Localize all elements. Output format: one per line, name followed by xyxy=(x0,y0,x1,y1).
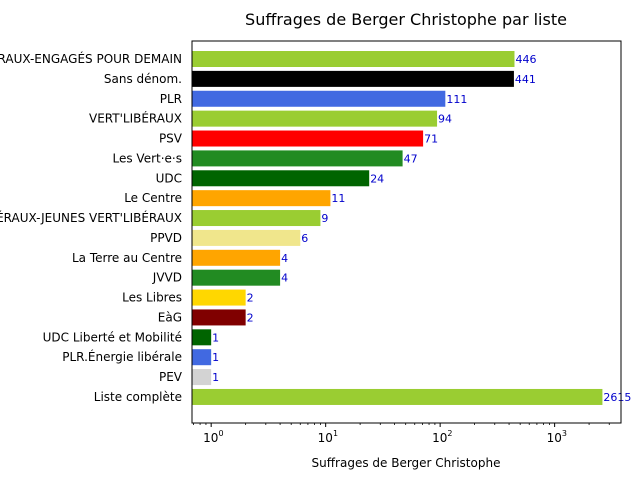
bar xyxy=(192,229,301,246)
category-labels: JEUNES-VERT'LIBÉRAUX-ENGAGÉS POUR DEMAIN… xyxy=(0,51,183,404)
value-label: 446 xyxy=(515,53,536,66)
x-axis-label: Suffrages de Berger Christophe xyxy=(312,456,501,470)
category-label: PLR.Énergie libérale xyxy=(62,349,182,364)
category-label: PEV xyxy=(159,370,183,384)
value-label: 24 xyxy=(370,172,384,185)
value-label: 71 xyxy=(424,133,438,146)
chart-title: Suffrages de Berger Christophe par liste xyxy=(245,10,567,29)
category-label: VERT'LIBÉRAUX xyxy=(89,111,182,126)
bar xyxy=(192,210,321,227)
category-label: La Terre au Centre xyxy=(72,251,182,265)
value-label: 6 xyxy=(301,232,308,245)
bar xyxy=(192,130,424,147)
value-label: 4 xyxy=(281,272,288,285)
category-label: Liste complète xyxy=(94,390,182,404)
category-label: PPVD xyxy=(150,231,182,245)
bar xyxy=(192,269,281,286)
bar xyxy=(192,170,370,187)
plot-frame xyxy=(191,40,622,424)
bar xyxy=(192,289,246,306)
value-label: 1 xyxy=(212,351,219,364)
bar xyxy=(192,90,446,107)
bar xyxy=(192,70,514,87)
category-label: UDC xyxy=(156,171,182,185)
value-label: 441 xyxy=(515,73,536,86)
x-tick-label: 103 xyxy=(547,429,567,445)
category-label: Sans dénom. xyxy=(104,72,182,86)
category-label: JVVD xyxy=(152,271,182,285)
x-tick-label: 102 xyxy=(432,429,452,445)
x-tick-label: 100 xyxy=(203,429,223,445)
category-label: Le Centre xyxy=(124,191,182,205)
bars-group xyxy=(192,51,603,405)
bar xyxy=(192,190,331,207)
value-label: 11 xyxy=(331,192,345,205)
category-label: Les Vert·e·s xyxy=(113,151,183,165)
bar xyxy=(192,349,212,366)
value-label: 94 xyxy=(438,113,452,126)
bar xyxy=(192,51,515,67)
category-label: PLR xyxy=(160,92,182,106)
bar xyxy=(192,110,438,127)
value-label: 1 xyxy=(212,371,219,384)
category-label: EàG xyxy=(158,310,182,324)
value-label: 4 xyxy=(281,252,288,265)
bar xyxy=(192,388,603,405)
x-tick-label: 101 xyxy=(318,429,338,445)
bar xyxy=(192,309,246,326)
bar xyxy=(192,249,281,266)
bar xyxy=(192,329,212,346)
value-label: 2615 xyxy=(603,391,631,404)
category-label: UDC Liberté et Mobilité xyxy=(43,330,182,344)
category-label: JEUNES VERT'LIBÉRAUX-JEUNES VERT'LIBÉRAU… xyxy=(0,210,182,225)
bar xyxy=(192,369,212,386)
category-label: JEUNES-VERT'LIBÉRAUX-ENGAGÉS POUR DEMAIN xyxy=(0,51,182,66)
value-label: 47 xyxy=(404,152,418,165)
value-label: 2 xyxy=(247,311,254,324)
category-label: PSV xyxy=(159,132,183,146)
category-label: Les Libres xyxy=(122,291,182,305)
value-label: 111 xyxy=(446,93,467,106)
value-label: 9 xyxy=(321,212,328,225)
value-label: 2 xyxy=(247,292,254,305)
x-axis-ticks: 100 101 102 103 xyxy=(193,423,610,445)
bar xyxy=(192,150,403,167)
value-label: 1 xyxy=(212,331,219,344)
